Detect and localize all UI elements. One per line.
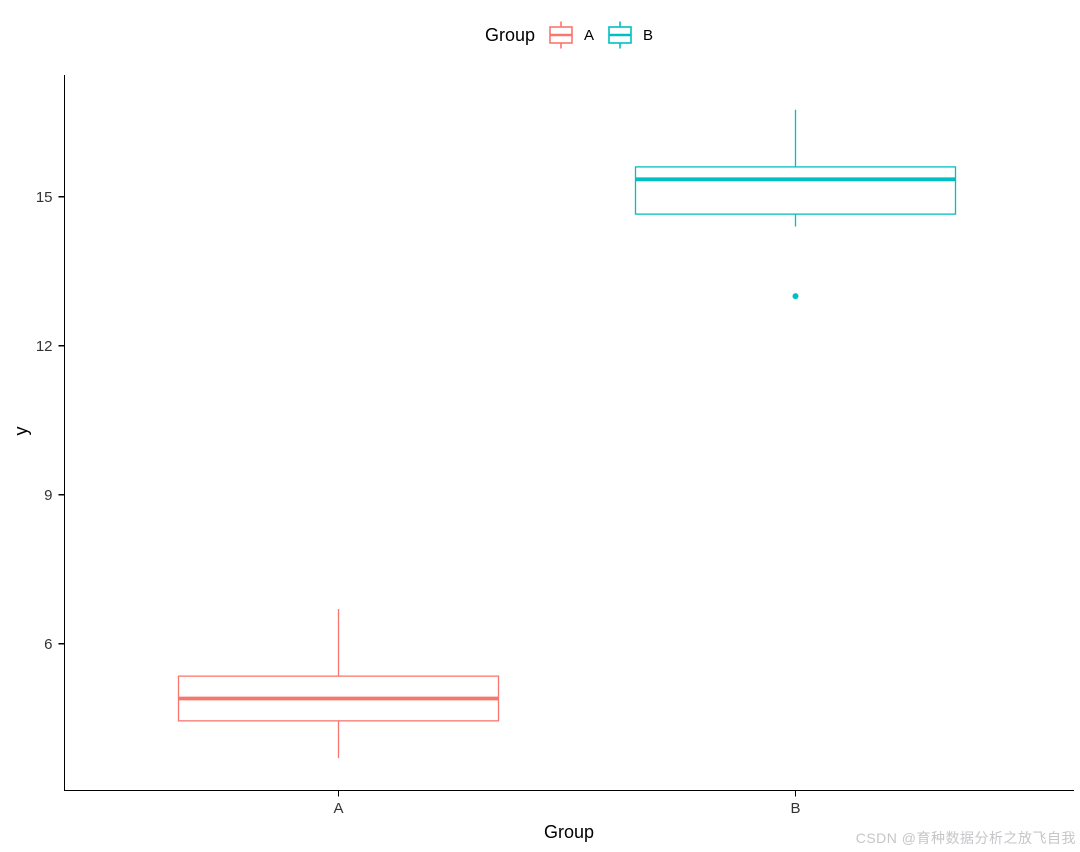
legend-label-a: A [584,26,595,44]
boxplots [177,109,957,759]
legend-item-b[interactable]: B [607,20,653,50]
y-tick-label: 12 [36,338,53,355]
y-tick-label: 15 [36,189,53,206]
legend-label-b: B [643,26,654,44]
legend-item-a[interactable]: A [548,20,594,50]
boxplot-key-b-icon [608,21,632,49]
boxplot-a [177,609,500,759]
y-tick-label: 6 [44,636,52,653]
boxplot-key-a-icon [549,21,573,49]
x-axis-title: Group [543,822,595,842]
axes [63,75,1074,792]
axis-ticks: 6 9 12 15 A B [36,189,801,817]
x-tick-label-b: B [790,800,800,817]
legend: Group A B [64,20,1074,50]
boxplot-b [634,109,957,300]
y-axis-title: y [10,426,31,436]
iqr-box [634,166,957,215]
watermark: CSDN @育种数据分析之放飞自我 [855,830,1076,846]
x-tick-label-a: A [333,800,343,817]
y-tick-label: 9 [44,487,52,504]
legend-title: Group [484,24,535,45]
outlier-point [792,293,799,300]
